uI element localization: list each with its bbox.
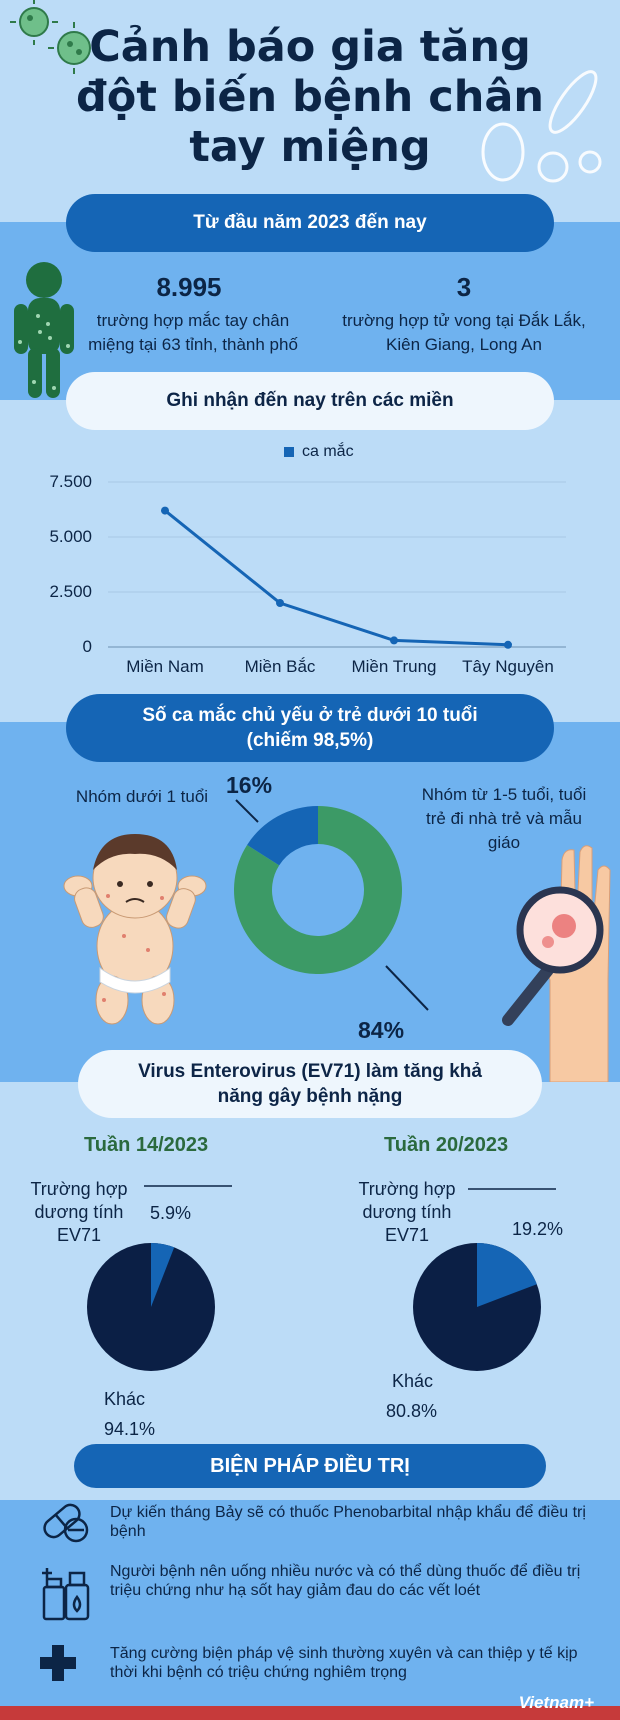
medical-cross-icon [40, 1645, 76, 1681]
hand-magnifier-icon [502, 845, 611, 1082]
week-14-positive-label: Trường hợp dương tính EV71 [30, 1179, 128, 1245]
y-tick-label: 2.500 [49, 582, 92, 601]
treatment-item-text: Người bệnh nên uống nhiều nước và có thể… [110, 1563, 581, 1599]
week-20-pie-chart [413, 1243, 541, 1371]
week-20-title: Tuần 20/2023 [384, 1134, 509, 1156]
week-14-leader-line [144, 1185, 232, 1187]
y-tick-label: 0 [82, 637, 92, 656]
data-point [276, 599, 284, 607]
footer-brand: Vietnam+ [518, 1693, 594, 1712]
sick-child-icon [14, 262, 74, 398]
band-header [0, 0, 620, 222]
week-14-positive-pct: 5.9% [150, 1203, 192, 1223]
children-banner: Số ca mắc chủ yếu ở trẻ dưới 10 tuổi (ch… [66, 694, 554, 762]
virus-banner: Virus Enterovirus (EV71) làm tăng khả nă… [78, 1050, 542, 1118]
week-20-other-label: Khác [392, 1371, 434, 1391]
week-20-leader-line [468, 1188, 556, 1190]
cases-description: trường hợp mắc tay chân miệng tại 63 tỉn… [88, 311, 298, 354]
y-tick-label: 7.500 [49, 472, 92, 491]
week-14-other-pct: 94.1% [104, 1419, 156, 1439]
x-category-label: Miền Trung [351, 657, 437, 676]
group-under1-label: Nhóm dưới 1 tuổi [75, 787, 209, 806]
line-chart [108, 481, 566, 649]
data-point [504, 640, 512, 649]
donut-large-pct: 84% [358, 1017, 405, 1043]
donut-leader-lines [235, 799, 429, 1011]
week-20-other-pct: 80.8% [386, 1401, 438, 1421]
legend-label: ca mắc [302, 443, 354, 460]
x-category-label: Miền Nam [126, 657, 204, 676]
group-1to5-label: Nhóm từ 1-5 tuổi, tuổi trẻ đi nhà trẻ và… [421, 785, 587, 852]
virus-decoration-icon [10, 0, 100, 74]
baby-icon [63, 834, 207, 1025]
pill-capsule-icon [43, 1503, 89, 1543]
bacteria-decoration-icon [481, 70, 602, 183]
children-banner-line1: Số ca mắc chủ yếu ở trẻ dưới 10 tuổi [142, 705, 478, 726]
chart-legend: ca mắc [284, 443, 354, 461]
series-line [164, 509, 509, 647]
treatment-item-text: Tăng cường biện pháp vệ sinh thường xuyê… [110, 1645, 578, 1681]
donut-segment [234, 806, 402, 974]
donut-small-pct: 16% [226, 772, 273, 798]
x-category-label: Tây Nguyên [462, 657, 554, 676]
deaths-description: trường hợp tử vong tại Đắk Lắk, Kiên Gia… [342, 311, 586, 354]
pie-slice-positive [151, 1243, 175, 1307]
x-category-label: Miền Bắc [244, 657, 316, 676]
since-banner: Từ đầu năm 2023 đến nay [66, 194, 554, 252]
treatment-banner: BIỆN PHÁP ĐIỀU TRỊ [74, 1444, 546, 1488]
week-14-title: Tuần 14/2023 [84, 1134, 209, 1156]
treatment-item-text: Dự kiến tháng Bảy sẽ có thuốc Phenobarbi… [110, 1504, 586, 1540]
legend-swatch [284, 447, 294, 457]
deaths-count: 3 [456, 272, 472, 302]
data-point [390, 636, 398, 645]
virus-banner-line2: năng gây bệnh nặng [217, 1086, 403, 1107]
donut-segment [247, 806, 318, 866]
week-14-pie-chart [87, 1243, 215, 1371]
cases-count: 8.995 [156, 272, 222, 302]
week-14-other-label: Khác [104, 1389, 146, 1409]
band-chart [0, 400, 620, 722]
band-treatment [0, 1500, 620, 1706]
children-banner-line2: (chiếm 98,5%) [246, 730, 374, 751]
pie-slice-positive [477, 1243, 537, 1307]
regions-banner: Ghi nhận đến nay trên các miền [66, 372, 554, 430]
medicine-bottle-icon [42, 1568, 90, 1621]
leader-line [235, 799, 259, 823]
week-20-positive-label: Trường hợp dương tính EV71 [358, 1179, 456, 1245]
leader-line [385, 965, 429, 1011]
week-20-positive-pct: 19.2% [512, 1219, 564, 1239]
page-title: Cảnh báo gia tăng đột biến bệnh chân tay… [76, 22, 544, 172]
virus-banner-line1: Virus Enterovirus (EV71) làm tăng khả [138, 1061, 482, 1082]
footer-bar [0, 1706, 620, 1720]
age-donut-chart [234, 806, 402, 974]
data-point [161, 506, 169, 515]
y-tick-label: 5.000 [49, 527, 92, 546]
